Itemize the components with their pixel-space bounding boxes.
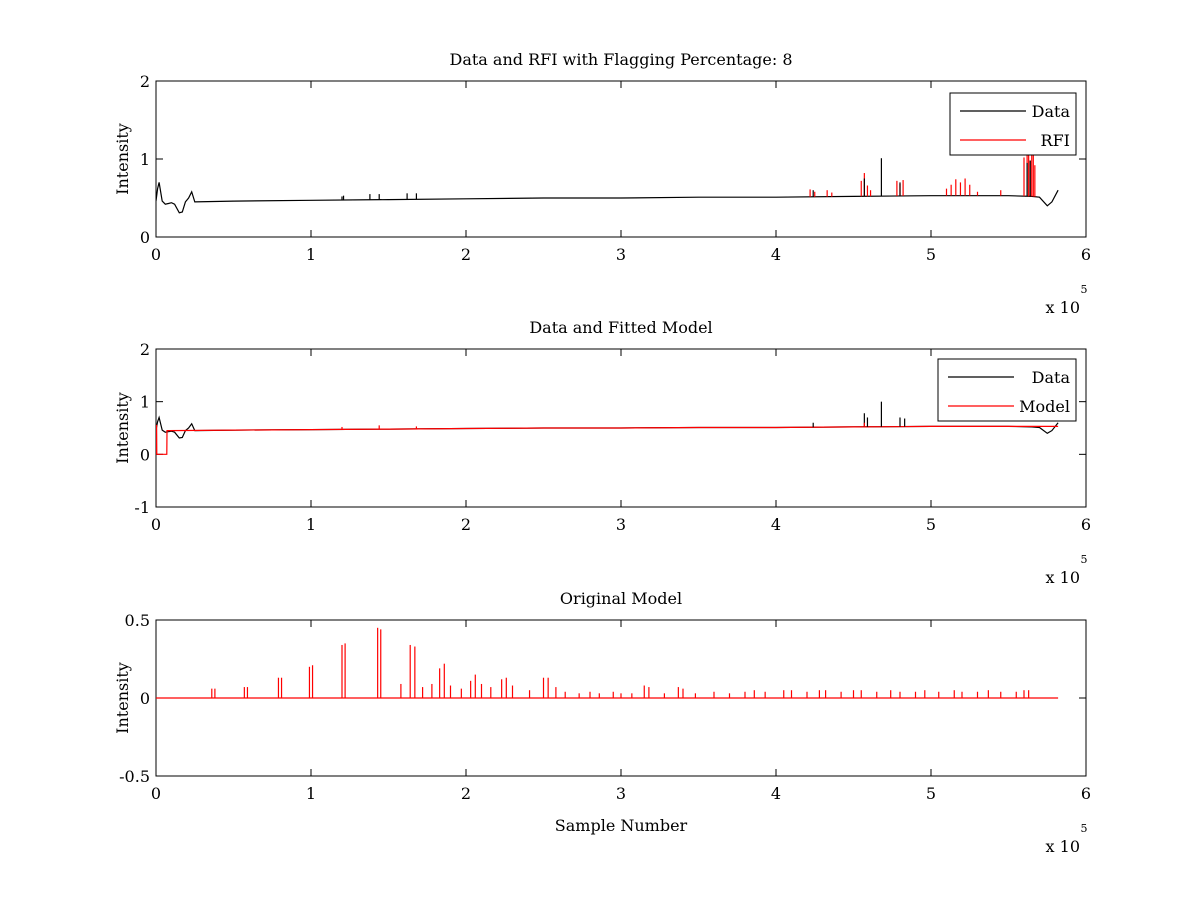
y-tick-label: 0	[140, 689, 150, 708]
x-tick-label: 1	[306, 784, 316, 803]
x-multiplier-label: x 10	[1046, 298, 1080, 317]
y-tick-label: 2	[140, 340, 150, 359]
subplot-title: Data and Fitted Model	[529, 318, 712, 337]
x-tick-label: 1	[306, 515, 316, 534]
x-tick-label: 0	[151, 515, 161, 534]
x-tick-label: 0	[151, 784, 161, 803]
x-tick-label: 6	[1081, 515, 1091, 534]
plot-area	[156, 143, 1059, 214]
legend: Data Model	[937, 358, 1077, 422]
legend-box	[937, 358, 1077, 422]
y-tick-label: 0	[140, 228, 150, 247]
subplot-title: Data and RFI with Flagging Percentage: 8	[449, 50, 792, 69]
x-tick-label: 5	[926, 245, 936, 264]
x-tick-label: 3	[616, 245, 626, 264]
x-tick-label: 0	[151, 245, 161, 264]
x-multiplier-exponent: 5	[1081, 283, 1088, 296]
x-tick-label: 6	[1081, 245, 1091, 264]
plot-area	[156, 401, 1059, 455]
x-tick-label: 6	[1081, 784, 1091, 803]
subplot-title: Original Model	[560, 589, 682, 608]
y-axis-label: Intensity	[113, 392, 132, 464]
x-tick-label: 5	[926, 784, 936, 803]
x-multiplier-exponent: 5	[1081, 822, 1088, 835]
legend-box	[949, 92, 1077, 156]
x-tick-label: 4	[771, 245, 781, 264]
x-tick-label: 4	[771, 784, 781, 803]
x-tick-label: 3	[616, 784, 626, 803]
series-data-line	[156, 182, 1059, 214]
plot-area	[156, 627, 1059, 699]
x-axis-label: Sample Number	[555, 816, 688, 835]
y-axis-label: Intensity	[113, 662, 132, 734]
y-tick-label: 1	[140, 393, 150, 412]
y-tick-label: -0.5	[119, 767, 150, 786]
x-tick-label: 2	[461, 515, 471, 534]
subplot-1: 0 1 2 3 4 5 6 0 1 2 Data and RFI with Flagging Per…	[113, 50, 1091, 317]
series-model-line	[156, 424, 1059, 455]
x-multiplier-label: x 10	[1046, 568, 1080, 587]
y-tick-label: 0	[140, 445, 150, 464]
x-tick-label: 3	[616, 515, 626, 534]
axes-box	[155, 80, 1087, 238]
x-tick-label: 1	[306, 245, 316, 264]
legend-label: Model	[1019, 397, 1070, 416]
x-tick-label: 5	[926, 515, 936, 534]
legend: Data RFI	[949, 92, 1077, 156]
y-axis-label: Intensity	[113, 123, 132, 195]
y-tick-label: 2	[140, 72, 150, 91]
y-tick-label: 1	[140, 150, 150, 169]
y-tick-label: 0.5	[125, 611, 150, 630]
x-multiplier-label: x 10	[1046, 837, 1080, 856]
x-tick-label: 4	[771, 515, 781, 534]
x-multiplier-exponent: 5	[1081, 553, 1088, 566]
legend-label: Data	[1032, 102, 1071, 121]
x-tick-label: 2	[461, 245, 471, 264]
legend-label: RFI	[1041, 131, 1070, 150]
y-tick-label: -1	[134, 498, 150, 517]
x-tick-label: 2	[461, 784, 471, 803]
legend-label: Data	[1032, 368, 1071, 387]
